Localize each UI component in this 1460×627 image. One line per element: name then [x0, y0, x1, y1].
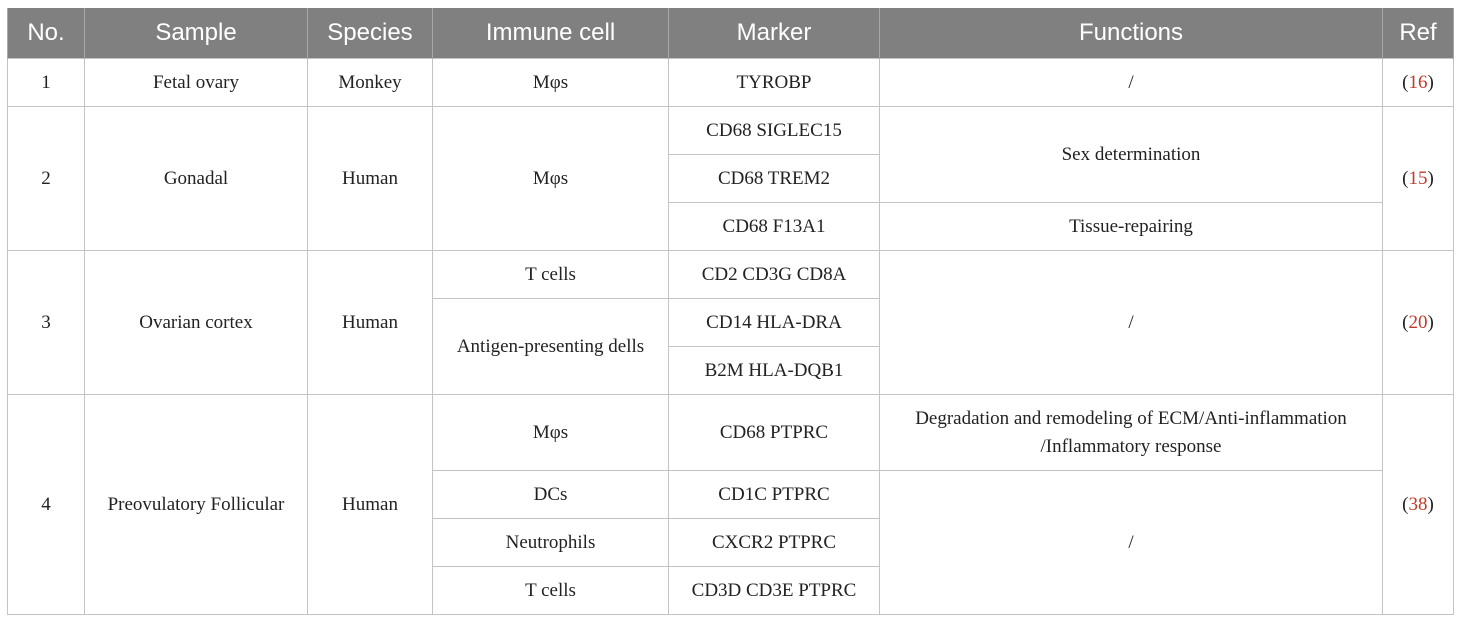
sample-cell: Preovulatory Follicular [84, 394, 308, 615]
table-row: CD68 F13A1 Tissue-repairing [8, 202, 1454, 251]
species-cell: Human [307, 250, 433, 395]
ref-link[interactable]: 15 [1408, 167, 1428, 189]
ref-cell: (16) [1382, 58, 1454, 107]
header-no: No. [7, 8, 85, 59]
immune-cell-cell: Mφs [432, 58, 669, 107]
sample-cell: Gonadal [84, 106, 308, 251]
functions-cell: / [879, 58, 1383, 107]
header-immune-cell: Immune cell [432, 8, 669, 59]
row-number: 2 [7, 106, 85, 251]
ref-cell: (38) [1382, 394, 1454, 615]
marker-cell: TYROBP [668, 58, 880, 107]
marker-cell: CD3D CD3E PTPRC [668, 566, 880, 615]
marker-cell: CD14 HLA-DRA [668, 298, 880, 347]
ref-cell: (20) [1382, 250, 1454, 395]
table-row: CD68 TREM2 [8, 154, 1454, 203]
immune-cell-cell: T cells [432, 566, 669, 615]
functions-cell: / [879, 250, 1383, 395]
row-number: 1 [7, 58, 85, 107]
table-row: B2M HLA-DQB1 [8, 346, 1454, 395]
immune-cell-cell: Antigen-presenting dells [432, 298, 669, 395]
header-row: No. Sample Species Immune cell Marker Fu… [7, 8, 1454, 59]
row-number: 4 [7, 394, 85, 615]
functions-cell: Tissue-repairing [879, 202, 1383, 251]
row-number: 3 [7, 250, 85, 395]
functions-line: Degradation and remodeling of ECM/Anti-i… [915, 407, 1347, 429]
table-row: 4 Preovulatory Follicular Human Mφs CD68… [7, 394, 1454, 615]
immune-cell-cell: DCs [432, 470, 669, 519]
species-cell: Human [307, 106, 433, 251]
table-row: 3 Ovarian cortex Human T cells CD2 CD3G … [7, 250, 1454, 395]
header-ref: Ref [1382, 8, 1454, 59]
functions-cell: Degradation and remodeling of ECM/Anti-i… [879, 394, 1383, 471]
table-row: Neutrophils CXCR2 PTPRC [8, 518, 1454, 567]
marker-cell: CD68 SIGLEC15 [668, 106, 880, 155]
table-row: DCs CD1C PTPRC / [8, 470, 1454, 615]
marker-cell: CD68 PTPRC [668, 394, 880, 471]
immune-cell-cell: Mφs [432, 106, 669, 251]
table-row: Antigen-presenting dells CD14 HLA-DRA [8, 298, 1454, 395]
immune-cell-table-container: No. Sample Species Immune cell Marker Fu… [7, 8, 1454, 615]
header-sample: Sample [84, 8, 308, 59]
ref-link[interactable]: 16 [1408, 71, 1428, 93]
header-species: Species [307, 8, 433, 59]
ref-link[interactable]: 38 [1408, 493, 1428, 515]
sample-cell: Ovarian cortex [84, 250, 308, 395]
header-functions: Functions [879, 8, 1383, 59]
immune-cell-cell: T cells [432, 250, 669, 299]
sample-cell: Fetal ovary [84, 58, 308, 107]
marker-cell: CD68 F13A1 [668, 202, 880, 251]
functions-line: /Inflammatory response [1040, 435, 1222, 457]
marker-cell: CD68 TREM2 [668, 154, 880, 203]
marker-cell: CXCR2 PTPRC [668, 518, 880, 567]
ref-link[interactable]: 20 [1408, 311, 1428, 333]
table-row: T cells CD3D CD3E PTPRC [8, 566, 1454, 615]
functions-cell: Sex determination [879, 106, 1383, 203]
marker-cell: CD1C PTPRC [668, 470, 880, 519]
species-cell: Human [307, 394, 433, 615]
marker-cell: B2M HLA-DQB1 [668, 346, 880, 395]
table-row: 2 Gonadal Human Mφs CD68 SIGLEC15 Sex de… [7, 106, 1454, 251]
immune-cell-cell: Neutrophils [432, 518, 669, 567]
immune-cell-cell: Mφs [432, 394, 669, 471]
functions-cell: / [879, 470, 1383, 615]
marker-cell: CD2 CD3G CD8A [668, 250, 880, 299]
immune-cell-table: No. Sample Species Immune cell Marker Fu… [7, 8, 1454, 615]
table-row: 1 Fetal ovary Monkey Mφs TYROBP / (16) [7, 58, 1454, 107]
header-marker: Marker [668, 8, 880, 59]
species-cell: Monkey [307, 58, 433, 107]
ref-cell: (15) [1382, 106, 1454, 251]
